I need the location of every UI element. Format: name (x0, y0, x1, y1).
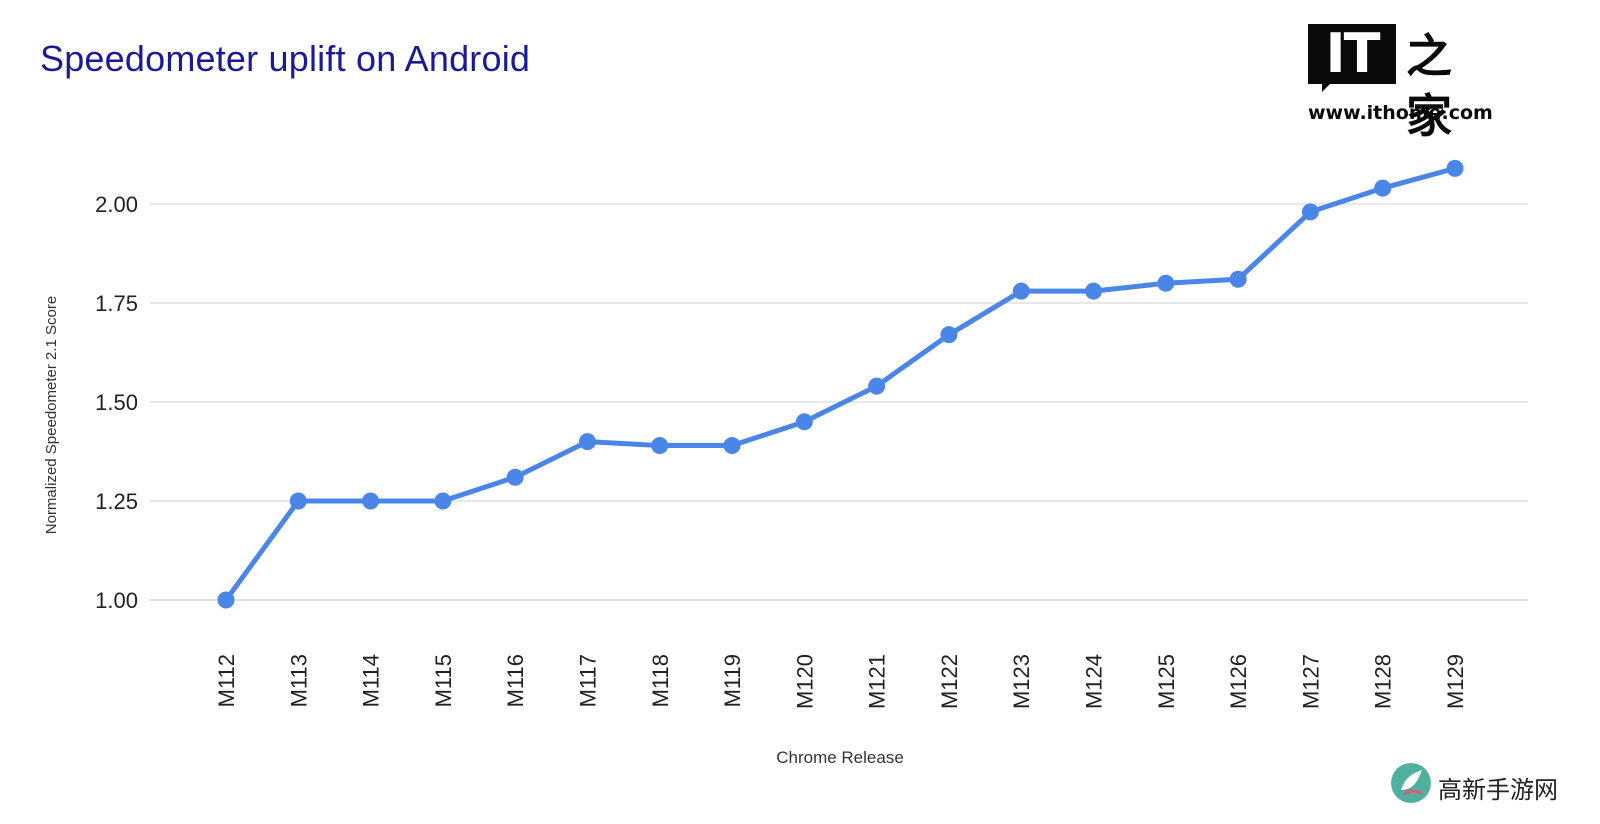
x-tick-label: M128 (1371, 654, 1396, 709)
x-tick-label: M119 (720, 654, 745, 707)
data-point (1157, 274, 1175, 292)
x-axis-label: Chrome Release (776, 748, 904, 767)
ithome-logo: IT 之家 www.ithome.com (1308, 24, 1493, 143)
logo-chinese-text: 之家 (1406, 29, 1452, 143)
data-point (868, 377, 886, 395)
x-tick-label: M122 (937, 654, 962, 709)
x-tick-label: M117 (575, 654, 600, 707)
y-tick-label: 1.50 (95, 390, 138, 415)
data-point (578, 433, 596, 451)
y-tick-label: 1.00 (95, 588, 138, 613)
x-tick-label: M126 (1226, 654, 1251, 709)
logo-url: www.ithome.com (1308, 102, 1493, 124)
x-tick-label: M113 (286, 654, 311, 707)
series-line (223, 165, 1456, 602)
y-axis-ticks: 1.00 1.25 1.50 1.75 2.00 (95, 192, 138, 613)
data-point (940, 326, 958, 344)
y-tick-label: 2.00 (95, 192, 138, 217)
x-tick-label: M124 (1082, 654, 1107, 709)
data-point (795, 413, 813, 431)
x-tick-label: M112 (214, 654, 239, 707)
x-tick-label: M115 (431, 654, 456, 707)
data-point (1229, 270, 1247, 288)
x-tick-label: M114 (359, 654, 384, 707)
data-point (651, 437, 669, 455)
y-tick-label: 1.25 (95, 489, 138, 514)
data-point (1085, 282, 1103, 300)
series-points (217, 159, 1464, 609)
y-axis-label: Normalized Speedometer 2.1 Score (43, 296, 60, 534)
data-point (1374, 179, 1392, 197)
leaf-swirl-icon (1391, 763, 1431, 803)
x-tick-label: M123 (1009, 654, 1034, 709)
data-point (1012, 282, 1030, 300)
x-tick-label: M127 (1298, 654, 1323, 709)
data-point (1446, 159, 1464, 177)
chart-title: Speedometer uplift on Android (40, 38, 531, 79)
x-tick-label: M116 (503, 654, 528, 707)
data-point (362, 492, 380, 510)
data-point (434, 492, 452, 510)
x-tick-label: M121 (865, 654, 890, 709)
x-axis-ticks: M112 M113 M114 M115 M116 M117 M118 M119 M120 M121… (214, 654, 1468, 709)
series-line-layer (223, 165, 1456, 602)
data-point (506, 468, 524, 486)
data-point (217, 591, 235, 609)
watermark: 高新手游网 (1388, 760, 1588, 810)
x-tick-label: M125 (1154, 654, 1179, 709)
x-tick-label: M118 (648, 654, 673, 707)
x-tick-label: M120 (792, 654, 817, 709)
data-point (723, 437, 741, 455)
logo-speech-tail (1322, 82, 1332, 92)
watermark-text: 高新手游网 (1438, 776, 1558, 804)
logo-it-mark: IT (1308, 24, 1396, 84)
data-point (289, 492, 307, 510)
x-tick-label: M129 (1443, 654, 1468, 709)
data-point (1301, 203, 1319, 221)
y-tick-label: 1.75 (95, 291, 138, 316)
